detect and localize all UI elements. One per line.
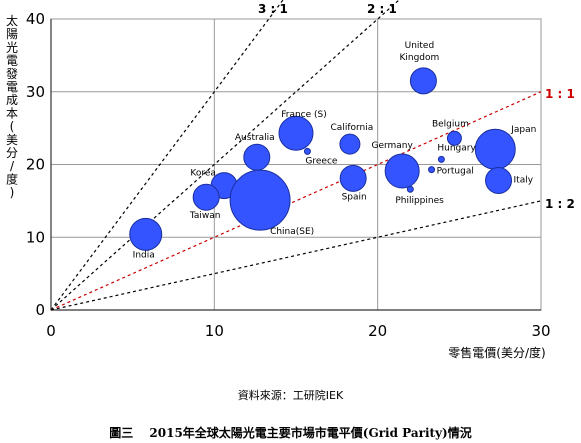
ratio-label-0: 3 : 1 [258, 2, 288, 16]
bubble-united-kingdom [409, 67, 437, 95]
ratio-label-1: 2 : 1 [367, 2, 397, 16]
bubble-label-united-kingdom-1: Kingdom [399, 53, 439, 63]
ratio-label-2: 1 : 1 [545, 87, 575, 101]
x-tick-label: 30 [531, 322, 550, 340]
bubble-label-italy: Italy [514, 176, 534, 186]
y-tick-label: 20 [26, 156, 45, 174]
bubble-label-spain: Spain [342, 192, 367, 202]
ratio-label-3: 1 : 2 [545, 197, 575, 211]
bubble-france-s [278, 115, 314, 151]
bubble-label-korea: Korea [190, 169, 216, 179]
bubble-greece [303, 147, 311, 155]
bubble-taiwan [192, 183, 220, 211]
figure-caption: 圖三 2015年全球太陽光電主要市場市電平價(Grid Parity)情況 [109, 426, 472, 440]
bubble-philippines [406, 185, 414, 193]
bubble-label-philippines: Philippines [395, 196, 444, 206]
bubble-belgium [446, 130, 462, 146]
y-axis-title: 太陽光電發電成本(美分/度) [6, 13, 18, 200]
bubble-label-germany: Germany [371, 141, 413, 151]
x-tick-label: 10 [205, 322, 224, 340]
ratio-line-0 [50, 0, 284, 311]
bubble-portugal [428, 166, 436, 174]
bubble-label-belgium: Belgium [432, 119, 469, 129]
bubble-label-china-se: China(SE) [270, 227, 314, 237]
bubble-label-greece: Greece [305, 156, 337, 166]
bubble-germany [384, 153, 420, 189]
bubble-label-united-kingdom-0: United [405, 41, 435, 51]
bubble-label-japan: Japan [510, 125, 536, 135]
x-axis-title: 零售電價(美分/度) [448, 345, 545, 360]
bubble-california [339, 133, 361, 155]
bubble-label-australia: Australia [235, 133, 275, 143]
bubble-label-france-s: France (S) [281, 110, 327, 120]
bubble-china-se [229, 169, 291, 231]
y-tick-label: 40 [26, 10, 45, 28]
x-tick-label: 0 [46, 322, 56, 340]
source-note: 資料來源：工研院IEK [237, 389, 344, 402]
bubble-label-california: California [331, 123, 374, 133]
bubble-label-india: India [133, 250, 155, 260]
y-tick-label: 10 [26, 228, 45, 246]
bubble-japan [474, 128, 516, 170]
bubble-label-taiwan: Taiwan [189, 211, 221, 221]
bubble-australia [243, 143, 271, 171]
bubble-label-hungary: Hungary [437, 143, 476, 153]
bubble-india [129, 217, 163, 251]
bubble-hungary [437, 155, 445, 163]
x-tick-label: 20 [368, 322, 387, 340]
y-tick-label: 0 [35, 301, 45, 319]
bubble-italy [485, 167, 513, 195]
y-tick-label: 30 [26, 83, 45, 101]
bubble-spain [339, 164, 367, 192]
bubble-label-portugal: Portugal [437, 167, 474, 177]
